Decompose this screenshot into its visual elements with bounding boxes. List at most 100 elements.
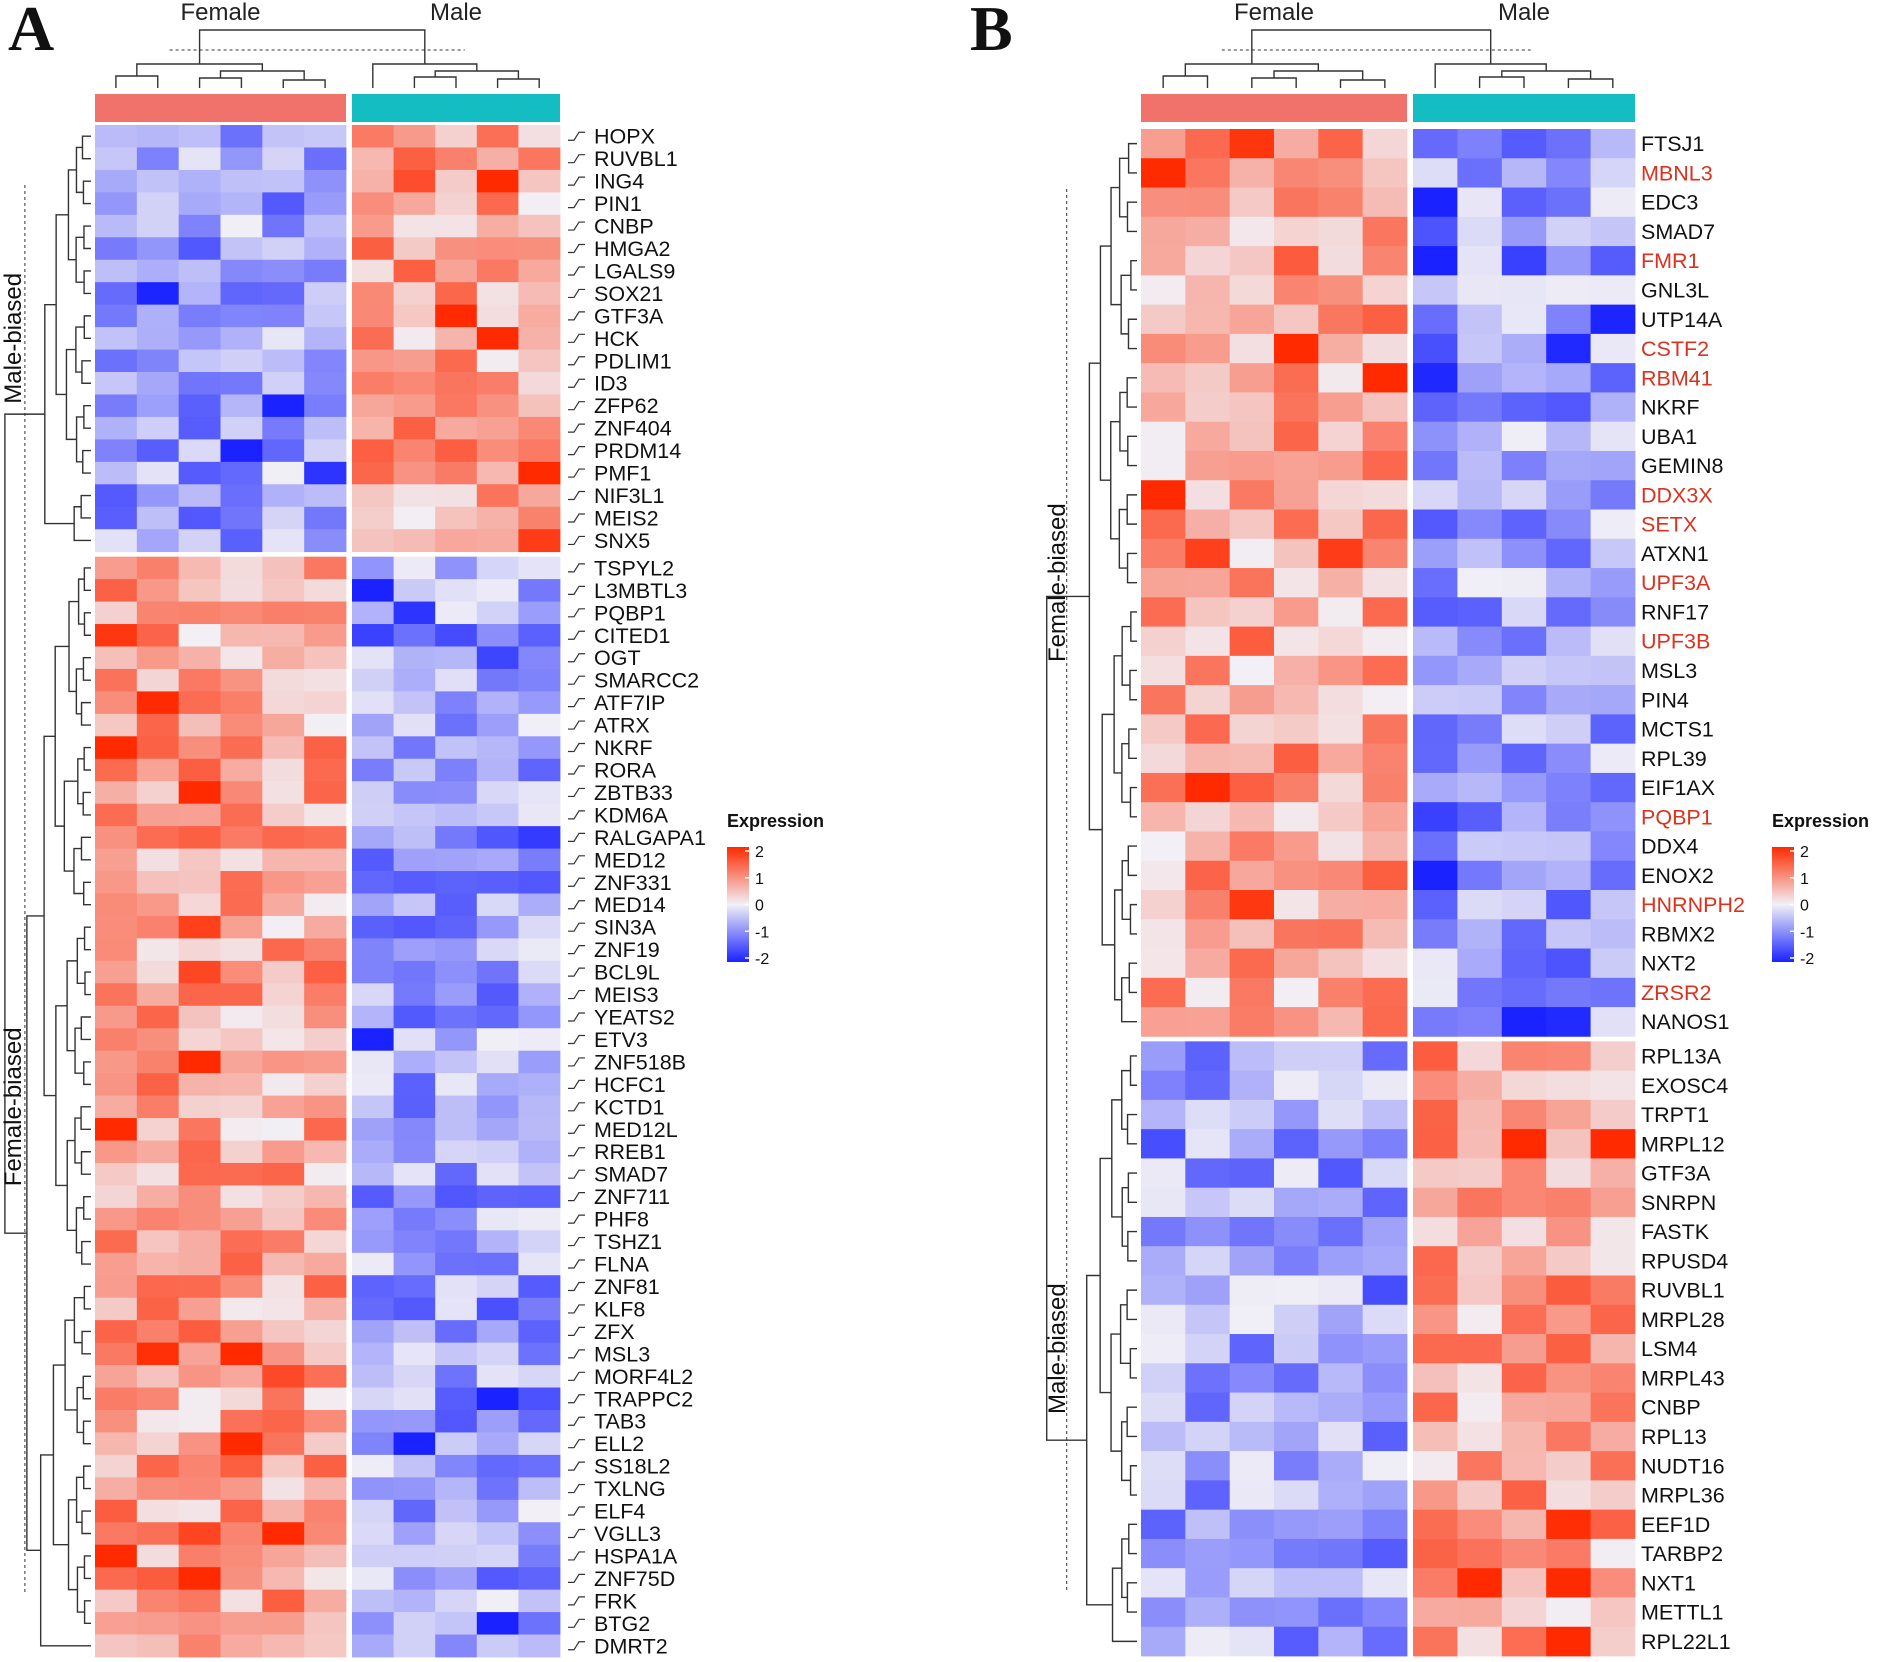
heatmap-cell <box>352 1297 394 1321</box>
heatmap-cell <box>1590 1597 1636 1628</box>
heatmap-cell <box>262 601 305 625</box>
heatmap-cell <box>1362 626 1408 657</box>
heatmap-cell <box>220 372 263 395</box>
heatmap-cell <box>518 1544 561 1568</box>
heatmap-cell <box>1362 948 1408 979</box>
heatmap-cell <box>178 394 221 418</box>
heatmap-cell <box>1141 597 1186 627</box>
heatmap-cell <box>262 282 305 306</box>
heatmap-cell <box>262 1589 305 1613</box>
heatmap-cell <box>518 259 561 283</box>
heatmap-cell <box>518 1409 561 1433</box>
heatmap-cell <box>1546 1070 1591 1101</box>
heatmap-cell <box>178 1275 221 1299</box>
heatmap-cell <box>1362 246 1408 276</box>
heatmap-cell <box>1413 1007 1458 1037</box>
heatmap-cell <box>1457 919 1503 949</box>
gene-label: OGT <box>594 646 641 670</box>
label-connector <box>568 1192 585 1202</box>
heatmap-cell <box>518 713 561 737</box>
heatmap-cell <box>476 758 519 782</box>
heatmap-cell <box>1501 246 1547 276</box>
heatmap-cell <box>304 624 347 647</box>
heatmap-cell <box>178 736 221 760</box>
heatmap-cell <box>1318 187 1364 218</box>
gene-label: MED12 <box>594 848 666 872</box>
heatmap-cell <box>304 327 347 350</box>
heatmap-cell <box>1457 831 1503 862</box>
heatmap-cell <box>1318 1538 1364 1569</box>
gene-label: MSL3 <box>594 1342 650 1366</box>
male-annotation-bar <box>1413 94 1635 122</box>
heatmap-cell <box>1362 1597 1408 1628</box>
heatmap-cell <box>393 214 436 238</box>
heatmap-cell <box>1185 1129 1231 1159</box>
heatmap-cell <box>1501 1041 1547 1072</box>
heatmap-cell <box>1501 333 1547 364</box>
heatmap-cell <box>1546 1509 1591 1540</box>
legend-tick-label: -2 <box>755 951 769 968</box>
gene-label: MRPL28 <box>1641 1308 1725 1332</box>
heatmap-cell <box>1229 743 1275 774</box>
heatmap-cell <box>1413 1421 1458 1452</box>
gene-label: SMARCC2 <box>594 669 699 693</box>
gene-label: HNRNPH2 <box>1641 893 1745 917</box>
heatmap-cell <box>393 1050 436 1074</box>
gene-label: EXOSC4 <box>1641 1074 1728 1098</box>
heatmap-cell <box>393 1409 436 1433</box>
heatmap-cell <box>304 848 347 872</box>
heatmap-cell <box>393 1612 436 1635</box>
heatmap-cell <box>476 439 519 463</box>
heatmap-cell <box>1501 1509 1547 1540</box>
label-connector <box>568 198 585 209</box>
heatmap-cell <box>1185 1509 1231 1540</box>
heatmap-cell <box>1185 1451 1231 1481</box>
heatmap-cell <box>95 214 138 238</box>
heatmap-cell <box>352 304 394 328</box>
heatmap-cell <box>518 781 561 805</box>
heatmap-cell <box>1362 685 1408 715</box>
heatmap-cell <box>262 327 305 350</box>
heatmap-cell <box>393 1095 436 1119</box>
heatmap-cell <box>1413 1597 1458 1628</box>
heatmap-cell <box>518 848 561 872</box>
label-connector <box>568 1169 585 1179</box>
heatmap-cell <box>1229 1480 1275 1511</box>
heatmap-cell <box>178 439 221 463</box>
heatmap-cell <box>220 484 263 508</box>
heatmap-cell <box>518 601 561 625</box>
heatmap-cell <box>304 416 347 440</box>
heatmap-cell <box>1457 597 1503 627</box>
heatmap-cell <box>1501 1392 1547 1423</box>
heatmap-cell <box>1318 860 1364 891</box>
heatmap-cell <box>1229 1421 1275 1452</box>
heatmap-cell <box>476 893 519 917</box>
heatmap-cell <box>1274 890 1319 920</box>
label-connector <box>568 698 585 708</box>
heatmap-cell <box>435 461 478 485</box>
heatmap-cell <box>435 1162 478 1186</box>
heatmap-cell <box>1362 1099 1408 1130</box>
heatmap-cell <box>476 1342 519 1366</box>
heatmap-cell <box>518 484 561 508</box>
heatmap-cell <box>435 1477 478 1501</box>
heatmap-cell <box>1318 1041 1364 1072</box>
heatmap-cell <box>1590 890 1636 920</box>
gene-label: ZNF711 <box>594 1185 670 1209</box>
heatmap-cell <box>1413 158 1458 188</box>
heatmap-cell <box>476 506 519 530</box>
heatmap-cell <box>393 237 436 261</box>
heatmap-cell <box>1413 948 1458 979</box>
heatmap-cell <box>1501 714 1547 745</box>
heatmap-cell <box>136 713 180 737</box>
gene-label: NKRF <box>594 736 653 760</box>
heatmap-cell <box>1457 129 1503 159</box>
heatmap-cell <box>95 147 138 171</box>
heatmap-cell <box>393 938 436 962</box>
gene-label: RPL13A <box>1641 1044 1722 1068</box>
heatmap-cell <box>220 1634 263 1658</box>
heatmap-cell <box>262 1612 305 1635</box>
heatmap-cell <box>262 1499 305 1523</box>
heatmap-cell <box>1362 568 1408 598</box>
heatmap-cell <box>1413 1129 1458 1159</box>
